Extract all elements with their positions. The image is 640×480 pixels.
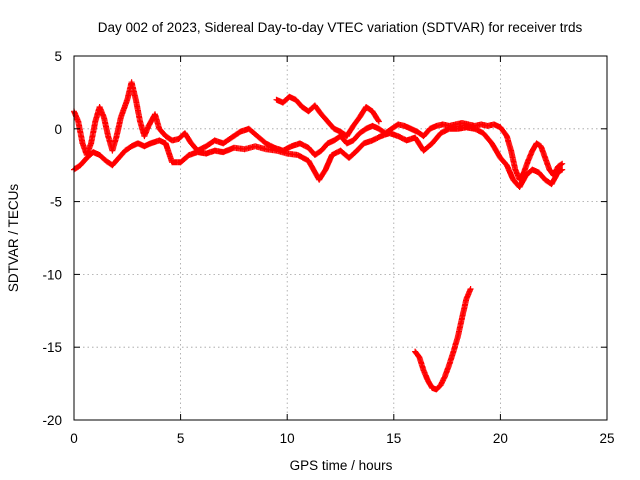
x-tick-labels: 0 5 10 15 20 25 [70, 431, 614, 446]
axis-ticks [73, 55, 608, 421]
x-tick-label: 15 [386, 431, 401, 446]
data-point-markers [412, 286, 474, 393]
series-points [273, 93, 382, 140]
plot-frame [73, 55, 608, 421]
x-tick-label: 0 [70, 431, 78, 446]
x-tick-label: 5 [177, 431, 185, 446]
y-tick-label: 0 [54, 122, 62, 137]
series-points [412, 286, 474, 393]
y-tick-label: -15 [42, 340, 62, 355]
y-tick-label: -5 [50, 195, 62, 210]
y-tick-labels: -20 -15 -10 -5 0 5 [42, 49, 62, 428]
x-tick-label: 25 [599, 431, 614, 446]
x-tick-label: 10 [280, 431, 295, 446]
y-axis-label: SDTVAR / TECUs [6, 184, 21, 293]
data-point-markers [273, 93, 382, 140]
x-tick-label: 20 [493, 431, 508, 446]
y-tick-label: -20 [42, 413, 62, 428]
y-tick-label: -10 [42, 267, 62, 282]
chart-title: Day 002 of 2023, Sidereal Day-to-day VTE… [98, 20, 583, 35]
y-tick-label: 5 [54, 49, 62, 64]
x-axis-label: GPS time / hours [290, 458, 393, 473]
